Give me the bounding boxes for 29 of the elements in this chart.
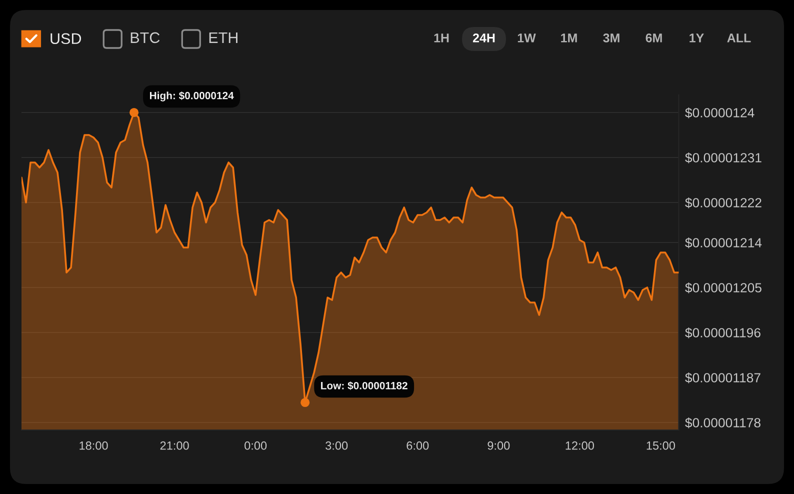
text: 1M (561, 34, 577, 42)
x-tick-label: 15:00 (646, 441, 676, 450)
text: BTC (130, 32, 160, 44)
y-tick-label: $0.00001178 (685, 418, 760, 428)
y-tick-label: $0.00001231 (685, 152, 762, 164)
x-tick-label: 0:00 (244, 441, 267, 450)
x-tick-label: 21:00 (160, 441, 189, 450)
y-tick-label: $0.0000124 (685, 108, 754, 118)
y-tick-label: $0.00001205 (685, 282, 762, 294)
text: 1W (518, 34, 536, 42)
x-tick-label: 9:00 (488, 441, 510, 450)
x-tick-label: 18:00 (80, 441, 108, 450)
text: 24H (472, 34, 495, 42)
text: 1Y (690, 34, 704, 42)
text: 3M (603, 34, 620, 42)
y-tick-label: $0.00001187 (685, 372, 760, 384)
annotation: Low: $0.00001182 (321, 381, 408, 390)
text: ALL (727, 34, 751, 42)
annotation: High: $0.0000124 (150, 91, 234, 102)
x-tick-label: 3:00 (326, 441, 348, 450)
y-tick-label: $0.00001214 (685, 238, 762, 248)
text: 6M (646, 34, 662, 42)
text: ETH (209, 32, 238, 43)
text: 1H (434, 34, 449, 42)
x-tick-label: 12:00 (566, 441, 594, 450)
legend-label: USD (50, 33, 82, 44)
y-tick-label: $0.00001196 (685, 328, 760, 338)
x-tick-label: 6:00 (406, 441, 429, 450)
y-tick-label: $0.00001222 (685, 198, 762, 208)
